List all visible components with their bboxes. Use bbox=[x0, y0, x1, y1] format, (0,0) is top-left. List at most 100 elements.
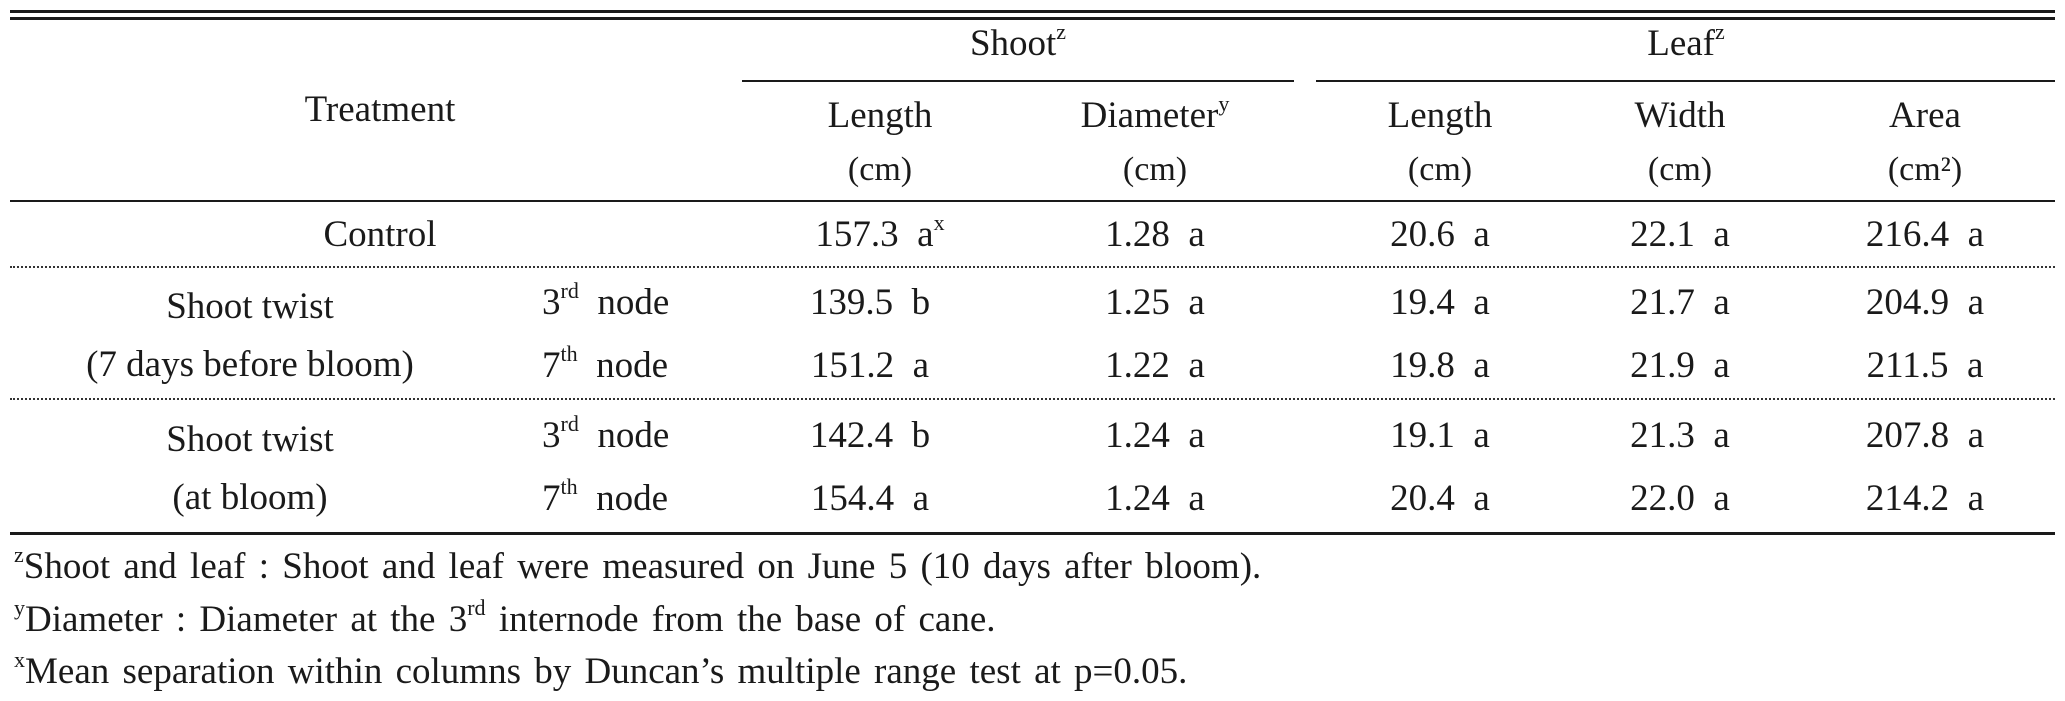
g1r2-diameter-value: 1.22 a bbox=[1105, 345, 1205, 386]
leaf-area-header: Area bbox=[1825, 94, 2025, 138]
group-2-line-1-text: Shoot twist bbox=[166, 419, 334, 460]
g1r2-area-value: 211.5 a bbox=[1866, 345, 1984, 386]
shoot-length-header: Length bbox=[780, 94, 980, 138]
g2r1-shoot-length-value: 142.4 b bbox=[809, 415, 931, 456]
leaf-width-label: Width bbox=[1634, 95, 1726, 136]
shoot-group-sup: z bbox=[1056, 19, 1067, 44]
footnote-mark: y bbox=[14, 595, 25, 620]
node-number: 7 bbox=[542, 478, 561, 519]
group-1-line-1: Shoot twist bbox=[80, 285, 420, 329]
node-word: node bbox=[596, 478, 669, 519]
row-separator-2 bbox=[10, 398, 2055, 400]
g2r2-leaf-length: 20.4 a bbox=[1340, 477, 1540, 521]
shoot-group-header: Shootz bbox=[868, 19, 1168, 66]
g1r1-width: 21.7 a bbox=[1580, 281, 1780, 325]
group-2-node-1: 3rd node bbox=[542, 411, 722, 458]
leaf-area-unit-text: (cm²) bbox=[1887, 151, 1963, 188]
top-rule-1 bbox=[10, 10, 2055, 13]
g1r2-width-value: 21.9 a bbox=[1630, 345, 1730, 386]
group-1-line-2-text: (7 days before bloom) bbox=[86, 344, 414, 385]
control-leaf-length-value: 20.6 a bbox=[1390, 214, 1490, 255]
g2r1-leaf-length-value: 19.1 a bbox=[1390, 415, 1490, 456]
leaf-length-unit: (cm) bbox=[1340, 148, 1540, 192]
g1r1-shoot-length: 139.5 b bbox=[770, 281, 970, 325]
g2r1-width-value: 21.3 a bbox=[1630, 415, 1730, 456]
g1r1-diameter: 1.25 a bbox=[1055, 281, 1255, 325]
header-bottom-rule bbox=[10, 200, 2055, 202]
leaf-area-unit: (cm²) bbox=[1825, 148, 2025, 192]
group-1-line-2: (7 days before bloom) bbox=[30, 343, 470, 387]
g1r1-diameter-value: 1.25 a bbox=[1105, 282, 1205, 323]
g2r1-diameter-value: 1.24 a bbox=[1105, 415, 1205, 456]
shoot-diameter-unit-text: (cm) bbox=[1122, 151, 1188, 188]
node-number: 3 bbox=[542, 415, 561, 456]
leaf-length-unit-text: (cm) bbox=[1407, 151, 1473, 188]
control-width-value: 22.1 a bbox=[1630, 214, 1730, 255]
group-1-node-2: 7th node bbox=[542, 341, 722, 388]
g2r2-diameter-value: 1.24 a bbox=[1105, 478, 1205, 519]
leaf-width-header: Width bbox=[1580, 94, 1780, 138]
g1r2-area: 211.5 a bbox=[1825, 344, 2025, 388]
control-label-text: Control bbox=[323, 214, 437, 255]
table-bottom-rule bbox=[10, 532, 2055, 535]
g2r2-width: 22.0 a bbox=[1580, 477, 1780, 521]
g1r2-shoot-length: 151.2 a bbox=[770, 344, 970, 388]
control-area-value: 216.4 a bbox=[1865, 214, 1985, 255]
g1r1-area-value: 204.9 a bbox=[1865, 282, 1985, 323]
g2r2-width-value: 22.0 a bbox=[1630, 478, 1730, 519]
node-number: 3 bbox=[542, 282, 561, 323]
shoot-diameter-header: Diametery bbox=[1045, 91, 1265, 138]
node-suffix: th bbox=[560, 341, 578, 366]
g2r2-shoot-length: 154.4 a bbox=[770, 477, 970, 521]
node-suffix: rd bbox=[560, 411, 579, 436]
shoot-diameter-unit: (cm) bbox=[1045, 148, 1265, 192]
leaf-length-header: Length bbox=[1340, 94, 1540, 138]
node-suffix: th bbox=[560, 474, 578, 499]
leaf-group-sup: z bbox=[1715, 19, 1725, 44]
node-word: node bbox=[597, 282, 670, 323]
shoot-length-label: Length bbox=[827, 95, 933, 136]
g2r1-width: 21.3 a bbox=[1580, 414, 1780, 458]
g2r1-area: 207.8 a bbox=[1825, 414, 2025, 458]
node-word: node bbox=[597, 415, 670, 456]
leaf-length-label: Length bbox=[1387, 95, 1493, 136]
leaf-area-label: Area bbox=[1889, 95, 1961, 136]
row-separator-1 bbox=[10, 266, 2055, 268]
shoot-length-unit-text: (cm) bbox=[847, 151, 913, 188]
control-shoot-length: 157.3 ax bbox=[780, 210, 980, 257]
g1r2-leaf-length-value: 19.8 a bbox=[1390, 345, 1490, 386]
leaf-group-label: Leaf bbox=[1647, 23, 1715, 64]
g2r2-area: 214.2 a bbox=[1825, 477, 2025, 521]
top-rule-2 bbox=[10, 17, 2055, 20]
control-shoot-length-sup: x bbox=[933, 210, 945, 235]
group-1-node-1: 3rd node bbox=[542, 278, 722, 325]
control-shoot-length-value: 157.3 a bbox=[815, 214, 934, 255]
control-area: 216.4 a bbox=[1825, 213, 2025, 257]
group-2-line-2: (at bloom) bbox=[80, 476, 420, 520]
node-suffix: rd bbox=[560, 278, 579, 303]
g1r1-width-value: 21.7 a bbox=[1630, 282, 1730, 323]
g2r1-leaf-length: 19.1 a bbox=[1340, 414, 1540, 458]
footnote-mark: x bbox=[14, 647, 25, 672]
g1r1-area: 204.9 a bbox=[1825, 281, 2025, 325]
shoot-group-rule bbox=[742, 80, 1294, 82]
leaf-group-header: Leafz bbox=[1536, 19, 1836, 66]
shoot-diameter-sup: y bbox=[1218, 91, 1230, 116]
leaf-group-rule bbox=[1316, 80, 2055, 82]
leaf-width-unit-text: (cm) bbox=[1647, 151, 1713, 188]
footnote-text-before: Diameter : Diameter at the 3 bbox=[25, 599, 468, 640]
group-2-line-1: Shoot twist bbox=[80, 418, 420, 462]
shoot-diameter-label: Diameter bbox=[1080, 95, 1219, 136]
footnote-y: yDiameter : Diameter at the 3rd internod… bbox=[14, 595, 996, 642]
footnote-mark: z bbox=[14, 542, 24, 567]
group-2-node-2: 7th node bbox=[542, 474, 722, 521]
g1r2-leaf-length: 19.8 a bbox=[1340, 344, 1540, 388]
g2r1-diameter: 1.24 a bbox=[1055, 414, 1255, 458]
treatment-header: Treatment bbox=[230, 88, 530, 132]
control-diameter-value: 1.28 a bbox=[1105, 214, 1205, 255]
shoot-length-unit: (cm) bbox=[780, 148, 980, 192]
g2r2-diameter: 1.24 a bbox=[1055, 477, 1255, 521]
control-width: 22.1 a bbox=[1580, 213, 1780, 257]
g2r1-area-value: 207.8 a bbox=[1865, 415, 1985, 456]
g2r2-area-value: 214.2 a bbox=[1865, 478, 1985, 519]
